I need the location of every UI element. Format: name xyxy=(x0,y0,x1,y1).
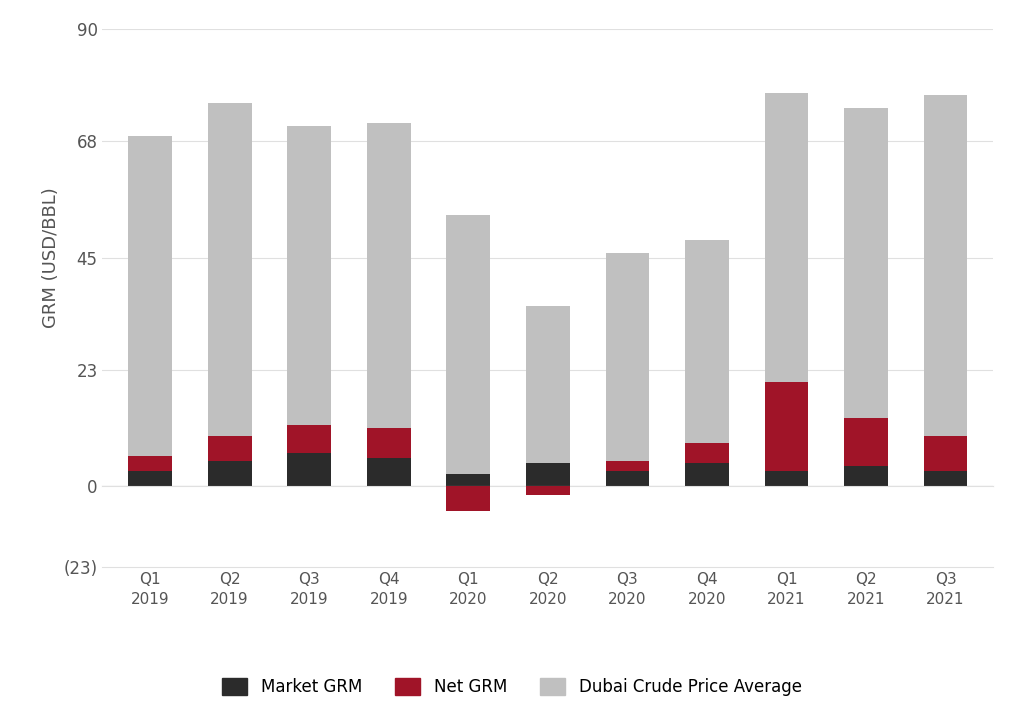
Bar xyxy=(446,214,490,474)
Bar xyxy=(208,103,252,435)
Bar xyxy=(208,435,252,461)
Bar xyxy=(288,425,331,454)
Bar xyxy=(605,461,649,471)
Bar xyxy=(367,428,411,459)
Y-axis label: GRM (USD/BBL): GRM (USD/BBL) xyxy=(42,188,59,328)
Bar xyxy=(765,471,808,486)
Bar xyxy=(844,418,888,466)
Legend: Market GRM, Net GRM, Dubai Crude Price Average: Market GRM, Net GRM, Dubai Crude Price A… xyxy=(214,670,810,704)
Bar xyxy=(765,382,808,471)
Bar xyxy=(605,471,649,486)
Bar xyxy=(765,92,808,382)
Bar xyxy=(924,471,968,486)
Bar xyxy=(128,456,172,471)
Bar xyxy=(526,306,569,464)
Bar xyxy=(924,435,968,471)
Bar xyxy=(446,486,490,511)
Bar xyxy=(844,466,888,486)
Bar xyxy=(685,443,729,464)
Bar xyxy=(605,253,649,461)
Bar xyxy=(526,486,569,495)
Bar xyxy=(685,464,729,486)
Bar xyxy=(367,459,411,486)
Bar xyxy=(685,240,729,443)
Bar xyxy=(367,123,411,428)
Bar xyxy=(288,454,331,486)
Bar xyxy=(526,464,569,486)
Bar xyxy=(924,95,968,435)
Bar xyxy=(128,471,172,486)
Bar xyxy=(208,461,252,486)
Bar xyxy=(446,474,490,486)
Bar xyxy=(844,108,888,418)
Bar xyxy=(288,126,331,425)
Bar xyxy=(128,136,172,456)
